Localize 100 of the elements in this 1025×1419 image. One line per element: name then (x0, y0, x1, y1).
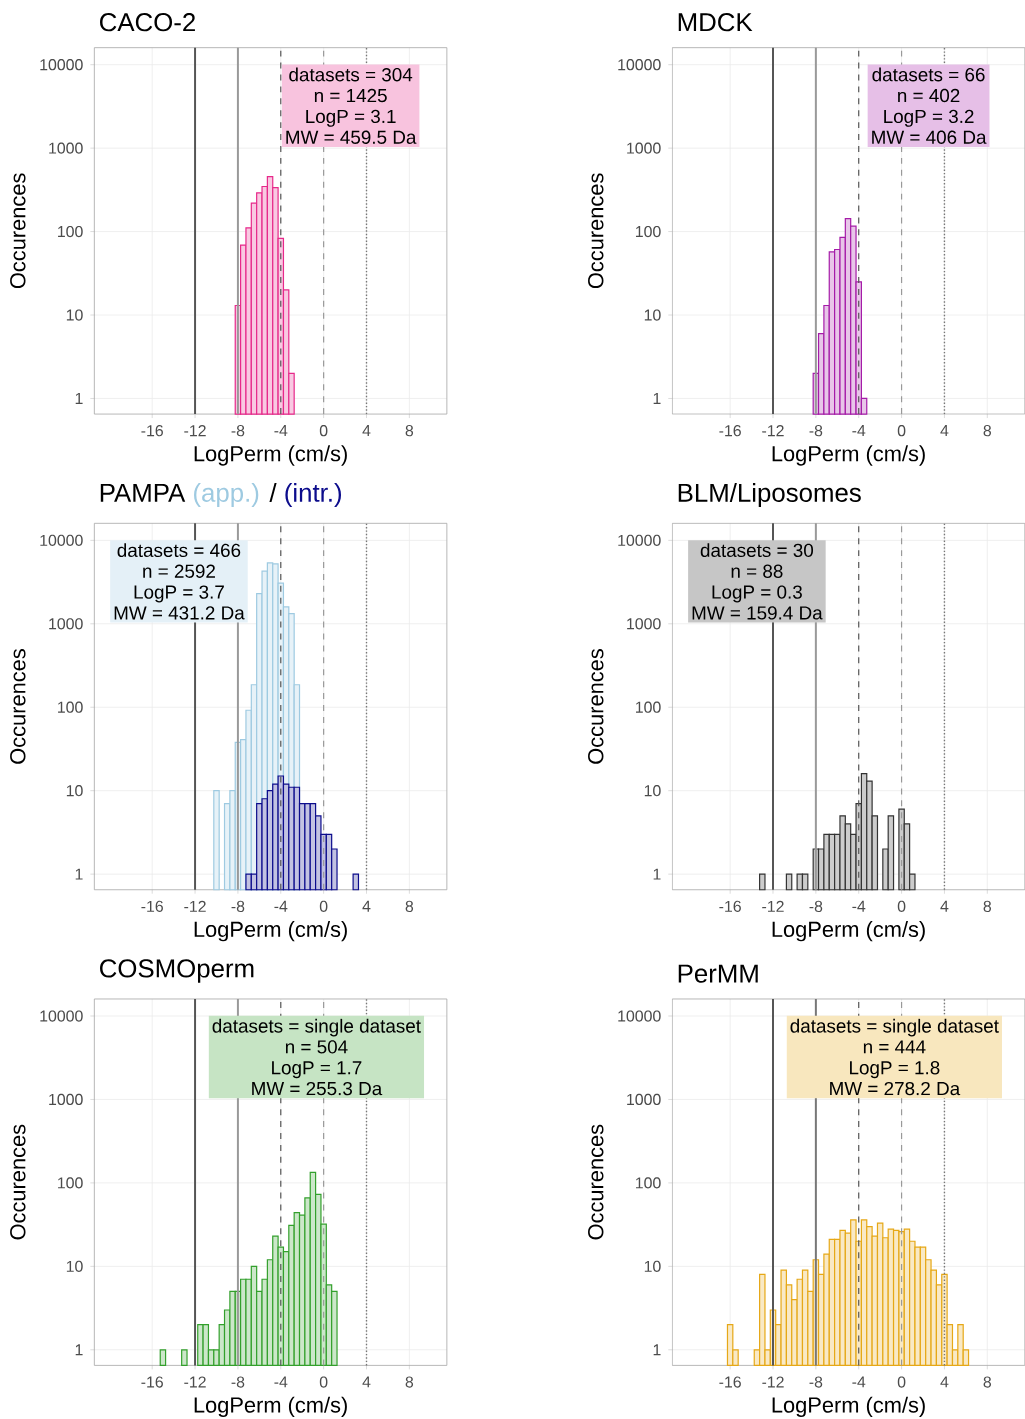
y-tick-label: 10 (66, 1260, 83, 1272)
x-tick-label: -4 (274, 900, 288, 912)
x-tick-label: -8 (231, 425, 245, 437)
annotation: datasets = 30 (700, 543, 813, 558)
x-tick-label: -8 (231, 1376, 245, 1388)
y-axis-title: Occurences (9, 649, 26, 764)
annotation: LogP = 1.8 (849, 1061, 940, 1079)
x-tick-label: -8 (809, 900, 823, 912)
y-tick-label: 10 (66, 309, 83, 321)
y-tick-label: 100 (57, 225, 83, 238)
x-axis-title: LogPerm (cm/s) (194, 445, 347, 466)
x-tick-label: -16 (719, 1376, 741, 1388)
x-tick-label: -12 (184, 425, 206, 437)
annotation: n = 402 (897, 88, 960, 103)
x-tick-label: 8 (405, 1376, 413, 1388)
annotation: n = 88 (731, 564, 783, 578)
y-tick-label: 1000 (49, 142, 83, 154)
x-tick-label: 0 (319, 900, 328, 912)
x-tick-label: -16 (719, 425, 741, 437)
x-tick-label: -4 (274, 425, 288, 436)
x-tick-label: 4 (940, 1376, 949, 1388)
x-tick-label: 4 (362, 1376, 371, 1388)
y-tick-label: 100 (635, 1177, 661, 1189)
annotation: datasets = 304 (289, 67, 413, 82)
x-tick-label: 0 (897, 1376, 906, 1388)
chart-title: COSMOperm (99, 959, 254, 983)
y-tick-label: 1000 (627, 1093, 661, 1106)
annotation: datasets = single dataset (790, 1018, 999, 1037)
y-tick-label: 100 (57, 1177, 83, 1189)
y-axis-title: Occurences (9, 1124, 26, 1240)
y-tick-label: 1 (653, 868, 661, 880)
x-tick-label: -16 (719, 900, 741, 912)
y-axis-title: Occurences (9, 173, 26, 289)
x-tick-label: 8 (983, 1376, 991, 1388)
chart-title: PerMM (678, 964, 758, 983)
x-tick-label: 4 (940, 425, 949, 436)
x-tick-label: -12 (762, 425, 784, 437)
y-tick-label: 10000 (40, 59, 83, 71)
y-tick-label: 10000 (40, 1010, 83, 1022)
x-tick-label: -4 (274, 1376, 288, 1388)
x-tick-label: -8 (809, 1376, 823, 1388)
y-tick-label: 10000 (618, 59, 661, 71)
y-tick-label: 1000 (627, 618, 661, 630)
x-tick-label: 8 (983, 425, 991, 437)
y-tick-label: 100 (635, 225, 661, 238)
annotation: datasets = 466 (117, 543, 241, 558)
annotation: LogP = 3.2 (884, 109, 974, 127)
y-tick-label: 10000 (618, 534, 661, 546)
y-tick-label: 1000 (49, 1093, 83, 1106)
x-tick-label: -12 (184, 900, 206, 912)
x-tick-label: 8 (983, 900, 991, 912)
annotation: MW = 406 Da (872, 130, 987, 144)
y-axis-title: Occurences (587, 1124, 604, 1240)
x-tick-label: -4 (852, 425, 866, 436)
x-tick-label: -16 (141, 425, 163, 437)
annotation: n = 2592 (143, 564, 215, 578)
y-axis-title: Occurences (587, 649, 604, 764)
annotation: MW = 159.4 Da (692, 606, 823, 620)
chart-title: MDCK (678, 13, 753, 32)
annotation: n = 504 (285, 1040, 348, 1054)
y-tick-label: 10 (66, 785, 83, 797)
y-tick-label: 100 (57, 701, 83, 713)
y-tick-label: 1000 (49, 618, 83, 630)
annotation: LogP = 3.7 (134, 585, 224, 603)
x-tick-label: 0 (319, 425, 328, 437)
y-tick-label: 1 (75, 393, 83, 404)
x-tick-label: -4 (852, 1376, 866, 1388)
x-tick-label: 4 (362, 900, 371, 912)
x-tick-label: -8 (231, 900, 245, 912)
y-tick-label: 1 (75, 1344, 83, 1356)
x-tick-label: -12 (184, 1376, 206, 1388)
x-tick-label: -16 (141, 1376, 163, 1388)
y-tick-label: 10000 (40, 534, 83, 546)
x-tick-label: 4 (362, 425, 371, 436)
text: (intr.) (285, 482, 341, 508)
annotation: MW = 255.3 Da (252, 1081, 383, 1096)
x-tick-label: -8 (809, 425, 823, 437)
y-tick-label: 10 (644, 309, 661, 321)
x-tick-label: -4 (852, 900, 866, 912)
x-tick-label: 0 (897, 425, 906, 437)
legend-title: / (269, 482, 277, 502)
x-axis-title: LogPerm (cm/s) (772, 1396, 925, 1417)
annotation: MW = 431.2 Da (114, 606, 245, 620)
annotation: datasets = single dataset (212, 1018, 421, 1037)
x-tick-label: 8 (405, 900, 413, 912)
y-tick-label: 1 (75, 868, 83, 880)
y-tick-label: 10 (644, 1260, 661, 1272)
x-tick-label: -12 (762, 900, 784, 912)
y-tick-label: 1000 (627, 142, 661, 154)
y-axis-title: Occurences (587, 173, 604, 289)
x-tick-label: 0 (897, 900, 906, 912)
x-tick-label: -16 (141, 900, 163, 912)
y-tick-label: 10000 (618, 1010, 661, 1022)
y-tick-label: 100 (635, 701, 661, 713)
x-axis-title: LogPerm (cm/s) (194, 920, 347, 942)
chart-title: CACO-2 (99, 13, 195, 32)
annotation: LogP = 3.1 (306, 109, 396, 127)
x-tick-label: 4 (940, 900, 949, 912)
x-tick-label: 0 (319, 1376, 328, 1388)
y-tick-label: 1 (653, 1344, 661, 1356)
